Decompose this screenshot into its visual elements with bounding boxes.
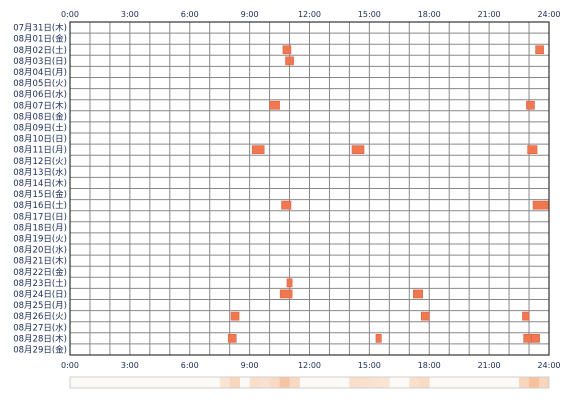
date-row-label: 08月22日(金) bbox=[13, 267, 67, 278]
time-tick-label: 18:00 bbox=[418, 361, 441, 370]
event-block bbox=[269, 100, 280, 110]
density-cell bbox=[379, 377, 390, 388]
date-row-label: 08月15日(金) bbox=[13, 189, 67, 200]
date-row-label: 08月04日(月) bbox=[13, 68, 67, 78]
event-block bbox=[531, 333, 540, 343]
time-tick-label: 21:00 bbox=[478, 10, 501, 19]
time-tick-label: 12:00 bbox=[298, 361, 321, 370]
date-row-label: 08月24日(日) bbox=[13, 290, 67, 300]
time-tick-label: 6:00 bbox=[181, 361, 199, 370]
date-row-label: 08月17日(日) bbox=[13, 212, 67, 222]
date-row-label: 08月20日(水) bbox=[13, 245, 67, 256]
time-tick-label: 0:00 bbox=[61, 10, 79, 19]
date-row-label: 08月16日(土) bbox=[13, 200, 67, 211]
density-strip-background bbox=[70, 377, 549, 388]
density-cell bbox=[419, 377, 430, 388]
plot-frame bbox=[69, 21, 550, 356]
grid bbox=[70, 22, 549, 355]
time-tick-label: 0:00 bbox=[61, 361, 79, 370]
event-block bbox=[227, 333, 237, 343]
event-block bbox=[285, 56, 294, 66]
density-strip-border bbox=[69, 376, 550, 389]
date-row-label: 08月08日(金) bbox=[13, 111, 67, 122]
date-row-label: 07月31日(木) bbox=[13, 23, 67, 34]
date-row-label: 08月19日(火) bbox=[13, 234, 67, 244]
bottom-time-axis: 0:00 3:00 6:00 9:00 12:00 15:00 18:00 21:00 24:0… bbox=[61, 361, 561, 370]
time-tick-label: 15:00 bbox=[358, 361, 381, 370]
time-tick-label: 9:00 bbox=[241, 10, 259, 19]
event-block bbox=[286, 278, 293, 288]
date-row-label: 08月27日(水) bbox=[13, 322, 67, 333]
hourly-density-strip bbox=[69, 376, 550, 389]
event-block bbox=[375, 333, 382, 343]
density-cell bbox=[539, 377, 550, 388]
event-block bbox=[523, 333, 532, 343]
event-block bbox=[522, 311, 530, 321]
time-tick-label: 3:00 bbox=[121, 361, 139, 370]
plot-border bbox=[69, 21, 550, 356]
date-row-label: 08月12日(火) bbox=[13, 157, 67, 167]
event-block bbox=[230, 311, 240, 321]
time-tick-label: 9:00 bbox=[241, 361, 259, 370]
event-block bbox=[527, 145, 538, 155]
density-cell bbox=[279, 377, 290, 388]
event-block bbox=[279, 289, 293, 299]
time-tick-label: 18:00 bbox=[418, 10, 441, 19]
event-block bbox=[351, 145, 365, 155]
event-block bbox=[535, 45, 544, 55]
date-row-label: 08月21日(木) bbox=[13, 256, 67, 267]
date-row-label: 08月09日(土) bbox=[13, 122, 67, 133]
time-tick-label: 6:00 bbox=[181, 10, 199, 19]
date-row-label: 08月02日(土) bbox=[13, 45, 67, 56]
date-row-label: 08月05日(火) bbox=[13, 79, 67, 89]
date-row-label: 08月11日(月) bbox=[13, 146, 67, 156]
time-tick-label: 15:00 bbox=[358, 10, 381, 19]
date-row-label: 08月14日(木) bbox=[13, 178, 67, 189]
event-block bbox=[526, 100, 535, 110]
density-cell bbox=[349, 377, 360, 388]
date-row-label: 08月10日(日) bbox=[13, 135, 67, 145]
event-marks bbox=[227, 45, 550, 343]
date-row-label: 08月28日(木) bbox=[13, 333, 67, 344]
density-cell bbox=[259, 377, 270, 388]
top-time-axis: 0:00 3:00 6:00 9:00 12:00 15:00 18:00 21:00 24:0… bbox=[61, 10, 561, 19]
date-row-label: 08月06日(水) bbox=[13, 89, 67, 100]
event-block bbox=[532, 200, 550, 210]
density-cell bbox=[519, 377, 530, 388]
date-row-label: 08月18日(月) bbox=[13, 223, 67, 233]
event-block bbox=[282, 45, 292, 55]
event-block bbox=[281, 200, 292, 210]
time-tick-label: 21:00 bbox=[478, 361, 501, 370]
density-cell bbox=[219, 377, 230, 388]
date-row-label: 08月07日(木) bbox=[13, 100, 67, 111]
density-cell bbox=[229, 377, 240, 388]
date-row-label: 08月29日(金) bbox=[13, 344, 67, 355]
time-tick-label: 24:00 bbox=[537, 361, 560, 370]
density-cell bbox=[249, 377, 260, 388]
date-row-label: 08月23日(土) bbox=[13, 278, 67, 289]
date-row-label: 08月13日(水) bbox=[13, 167, 67, 178]
time-tick-label: 24:00 bbox=[537, 10, 560, 19]
event-block bbox=[412, 289, 423, 299]
date-row-label: 08月03日(日) bbox=[13, 57, 67, 67]
density-cell bbox=[359, 377, 370, 388]
event-block bbox=[251, 145, 265, 155]
event-block bbox=[420, 311, 430, 321]
density-cell bbox=[529, 377, 540, 388]
time-tick-label: 3:00 bbox=[121, 10, 139, 19]
density-cell bbox=[369, 377, 380, 388]
date-row-label: 08月26日(火) bbox=[13, 312, 67, 322]
density-cell bbox=[269, 377, 280, 388]
date-row-label: 08月01日(金) bbox=[13, 34, 67, 45]
date-row-label: 08月25日(月) bbox=[13, 301, 67, 311]
date-axis-labels: 07月31日(木)08月01日(金)08月02日(土)08月03日(日)08月0… bbox=[13, 23, 67, 356]
time-tick-label: 12:00 bbox=[298, 10, 321, 19]
density-cell bbox=[409, 377, 420, 388]
density-cell bbox=[289, 377, 300, 388]
